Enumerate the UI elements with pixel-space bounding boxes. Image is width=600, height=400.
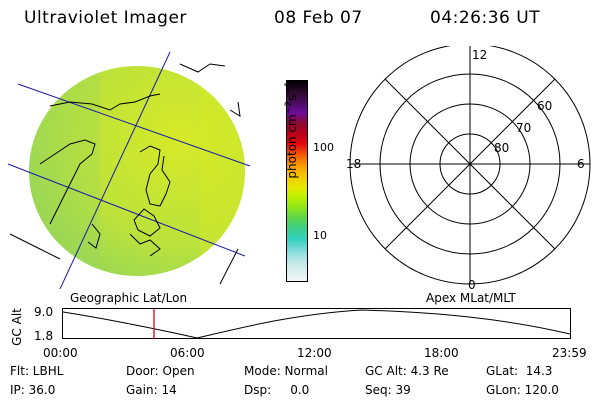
lat-label-80: 80: [494, 141, 509, 155]
date-label: 08 Feb 07: [274, 8, 363, 28]
gain-status: Gain: 14: [126, 383, 177, 397]
seq-status: Seq: 39: [365, 383, 411, 397]
mlt-label-bottom: 0: [468, 278, 476, 292]
colorbar-unit-s: s: [285, 94, 299, 101]
emission-disk: [29, 66, 245, 276]
time-label: 04:26:36 UT: [430, 8, 541, 28]
mlt-label-top: 12: [472, 48, 487, 62]
lat-label-60: 60: [537, 99, 552, 113]
coastlines: [9, 63, 241, 285]
x-tick-1800: 18:00: [424, 346, 459, 360]
ip-status: IP: 36.0: [10, 383, 56, 397]
gc-alt-status: GC Alt: 4.3 Re: [365, 364, 449, 378]
colorbar-unit-text: photon cm: [285, 114, 299, 179]
altitude-curve: [62, 309, 571, 339]
colorbar-unit-sup2: −1: [284, 81, 294, 95]
door-status: Door: Open: [126, 364, 195, 378]
mlt-label-left: 18: [346, 157, 361, 171]
colorbar-unit-sup1: −2: [284, 100, 294, 115]
glon-status: GLon: 120.0: [486, 383, 559, 397]
x-tick-2359: 23:59: [552, 346, 587, 360]
x-tick-1200: 12:00: [297, 346, 332, 360]
geographic-caption: Geographic Lat/Lon: [70, 291, 188, 305]
glat-status: GLat: 14.3: [486, 364, 553, 378]
colorbar-tick-10: 10: [313, 229, 327, 242]
lat-label-70: 70: [516, 121, 531, 135]
mlt-label-right: 6: [577, 157, 585, 171]
polar-diagonal-2: [384, 78, 556, 250]
mode-status: Mode: Normal: [244, 364, 328, 378]
polar-plot: 12 18 6 0 60 70 80: [346, 46, 591, 292]
timeline-frame: [62, 308, 571, 339]
intensity-colorbar: [286, 80, 308, 282]
y-tick-9: 9.0: [34, 305, 54, 319]
y-tick-1-8: 1.8: [34, 329, 54, 343]
x-tick-0600: 06:00: [170, 346, 205, 360]
dsp-status: Dsp: 0.0: [244, 383, 310, 397]
instrument-title: Ultraviolet Imager: [24, 8, 187, 28]
colorbar-tick-100: 100: [313, 141, 334, 154]
altitude-axis-text: GC Alt: [10, 308, 24, 346]
x-tick-0000: 00:00: [43, 346, 78, 360]
uv-globe-image: [7, 51, 251, 289]
altitude-timeline: [62, 308, 571, 339]
filter-status: Flt: LBHL: [10, 364, 64, 378]
apex-caption: Apex MLat/MLT: [426, 291, 516, 305]
geo-grid: [7, 51, 251, 289]
